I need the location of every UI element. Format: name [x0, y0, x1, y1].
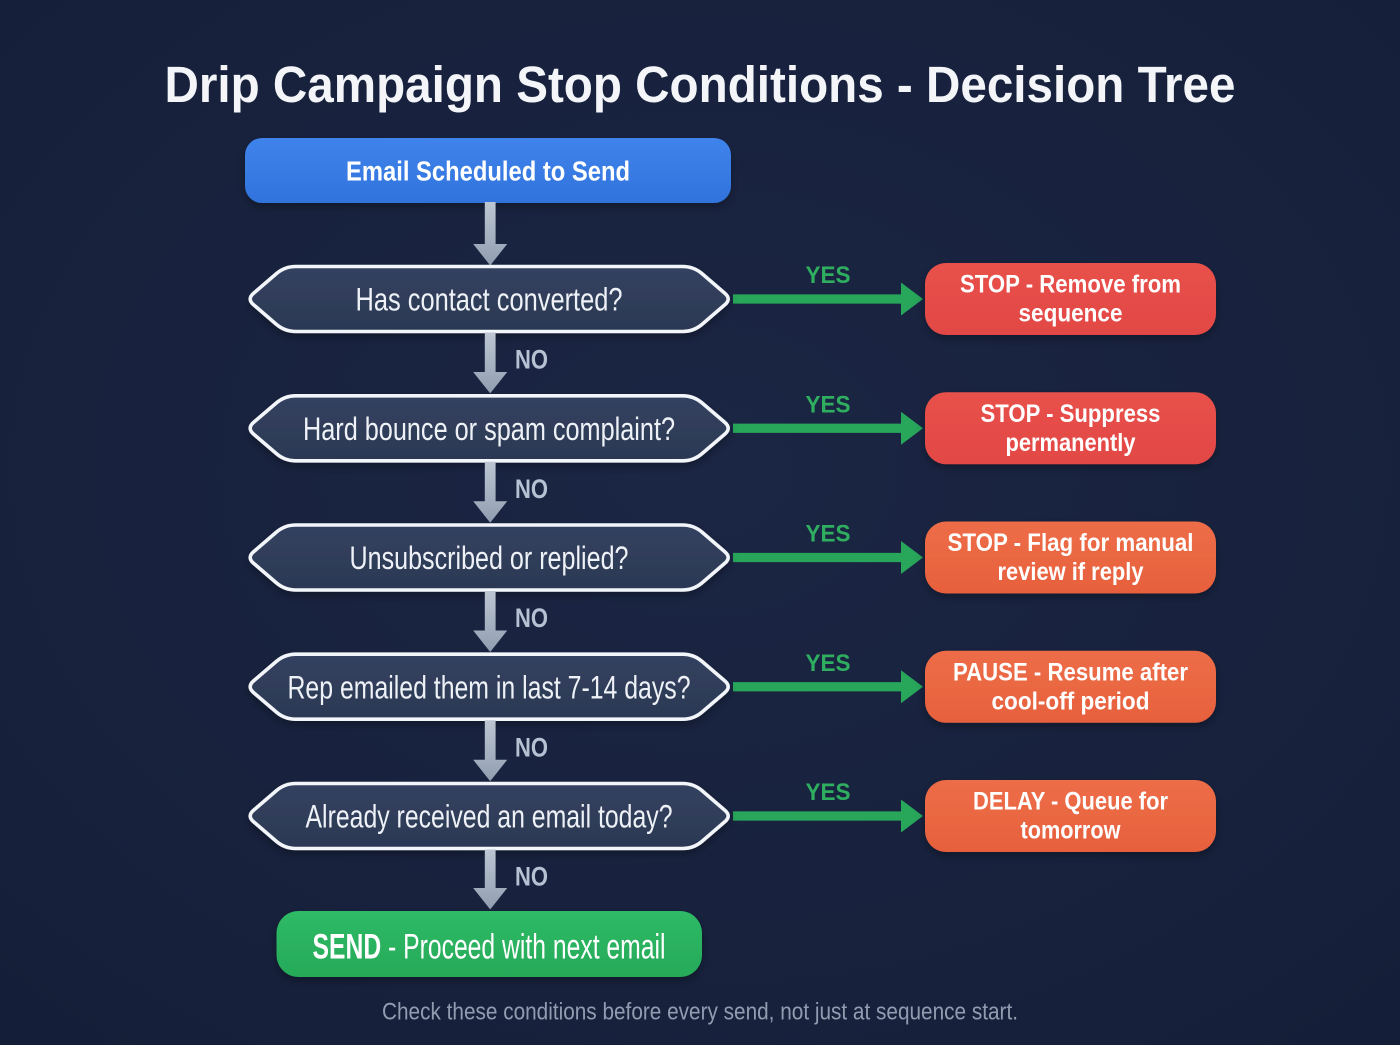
svg-text:YES: YES — [806, 262, 851, 289]
svg-text:NO: NO — [515, 603, 548, 633]
svg-text:Email Scheduled to Send: Email Scheduled to Send — [346, 156, 630, 187]
svg-text:Drip Campaign Stop Conditions: Drip Campaign Stop Conditions - Decision… — [165, 56, 1236, 113]
svg-text:NO: NO — [515, 474, 548, 504]
svg-text:Already received an email toda: Already received an email today? — [306, 799, 673, 835]
svg-text:YES: YES — [806, 779, 851, 806]
svg-text:tomorrow: tomorrow — [1021, 817, 1121, 845]
svg-text:STOP - Flag for manual: STOP - Flag for manual — [948, 529, 1194, 557]
svg-text:YES: YES — [806, 650, 851, 677]
svg-text:PAUSE - Resume after: PAUSE - Resume after — [953, 658, 1188, 686]
svg-text:Has contact converted?: Has contact converted? — [356, 282, 623, 318]
svg-text:sequence: sequence — [1019, 300, 1123, 328]
svg-text:DELAY - Queue for: DELAY - Queue for — [973, 788, 1168, 816]
svg-text:Rep emailed them in last 7-14: Rep emailed them in last 7-14 days? — [288, 669, 691, 705]
svg-text:Unsubscribed or replied?: Unsubscribed or replied? — [350, 540, 629, 576]
svg-text:permanently: permanently — [1006, 429, 1136, 457]
svg-text:STOP - Remove from: STOP - Remove from — [960, 271, 1181, 299]
svg-text:NO: NO — [515, 345, 548, 375]
svg-text:review if reply: review if reply — [998, 558, 1144, 586]
svg-text:cool-off period: cool-off period — [992, 687, 1150, 715]
svg-text:STOP - Suppress: STOP - Suppress — [981, 400, 1161, 428]
svg-text:NO: NO — [515, 862, 548, 892]
svg-text:SEND - Proceed with next email: SEND - Proceed with next email — [313, 928, 666, 967]
svg-text:YES: YES — [806, 521, 851, 548]
svg-text:Check these conditions before: Check these conditions before every send… — [382, 999, 1018, 1026]
svg-text:YES: YES — [806, 391, 851, 418]
svg-text:NO: NO — [515, 732, 548, 762]
svg-text:Hard bounce or spam complaint?: Hard bounce or spam complaint? — [303, 411, 675, 447]
